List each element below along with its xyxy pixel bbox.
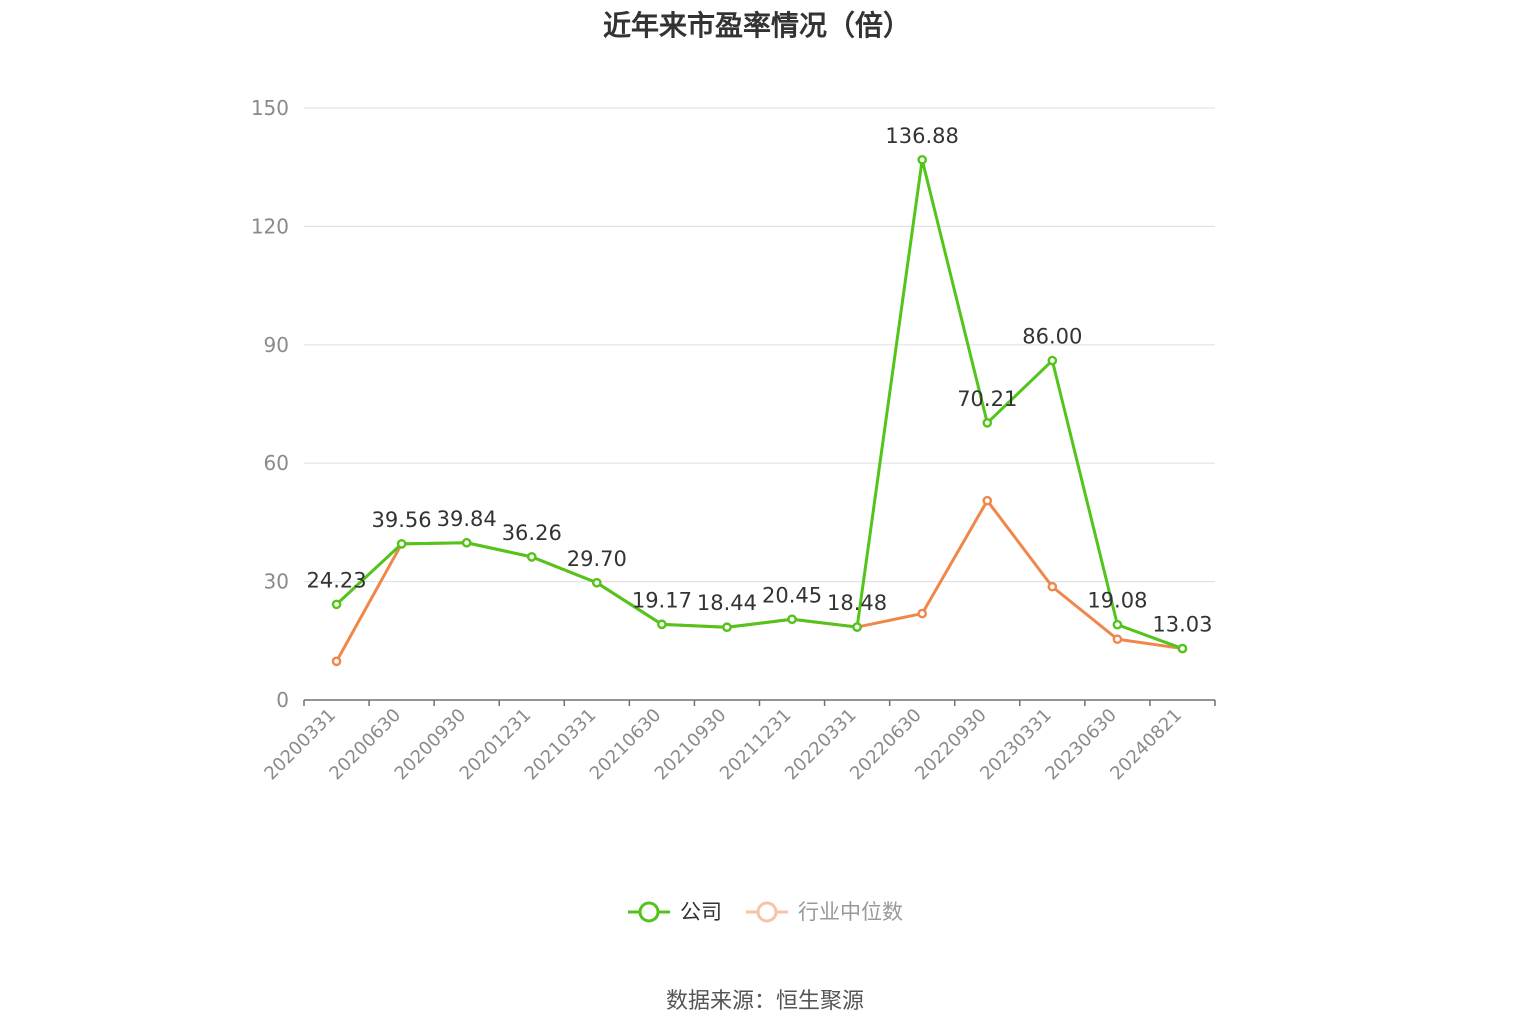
data-label: 70.21	[957, 387, 1017, 411]
legend-label: 行业中位数	[798, 900, 903, 924]
series-point[interactable]	[592, 577, 602, 588]
data-label: 18.48	[827, 591, 887, 615]
series-point[interactable]	[396, 539, 407, 549]
chart-title: 近年来市盈率情况（倍）	[603, 9, 911, 42]
x-axis: 2020033120200630202009302020123120210331…	[260, 699, 1216, 785]
grid-lines	[304, 107, 1215, 583]
y-tick-label: 60	[264, 451, 289, 475]
y-tick-label: 120	[251, 214, 289, 238]
data-label: 36.26	[502, 521, 562, 545]
data-label: 24.23	[306, 568, 366, 592]
series-layer	[331, 154, 1188, 667]
data-label: 136.88	[885, 124, 958, 148]
data-label: 39.56	[372, 508, 432, 532]
data-label: 19.17	[632, 588, 692, 612]
series-point[interactable]	[526, 552, 537, 562]
data-source: 数据来源：恒生聚源	[666, 989, 864, 1014]
series-point[interactable]	[331, 599, 342, 610]
series-point[interactable]	[787, 614, 797, 625]
y-tick-label: 0	[276, 688, 289, 712]
data-label: 18.44	[697, 591, 757, 615]
series-point[interactable]	[1047, 355, 1058, 366]
series-point[interactable]	[1047, 581, 1058, 592]
data-label: 86.00	[1022, 325, 1082, 349]
series-point[interactable]	[982, 495, 993, 506]
series-point[interactable]	[917, 608, 927, 619]
series-point[interactable]	[982, 418, 993, 428]
legend-label: 公司	[680, 900, 722, 924]
series-line-0	[335, 158, 1183, 650]
series-point[interactable]	[331, 656, 342, 667]
data-label: 13.03	[1152, 613, 1212, 637]
series-point[interactable]	[852, 622, 862, 632]
y-tick-label: 30	[264, 570, 289, 594]
data-label: 19.08	[1087, 589, 1147, 613]
y-tick-label: 90	[264, 333, 289, 357]
series-point[interactable]	[917, 154, 927, 165]
y-tick-label: 150	[251, 96, 289, 120]
y-axis: 0 30 60 90 120 150	[251, 96, 289, 712]
series-point[interactable]	[657, 619, 667, 630]
legend-item-0[interactable]: 公司	[628, 900, 722, 924]
series-point[interactable]	[1112, 634, 1123, 645]
x-tick-label: 20240821	[1106, 705, 1186, 785]
series-point[interactable]	[722, 622, 732, 633]
data-label: 29.70	[567, 547, 627, 571]
series-point[interactable]	[1112, 619, 1123, 630]
series-point[interactable]	[461, 537, 472, 548]
legend-item-1[interactable]: 行业中位数	[746, 900, 903, 924]
series-point[interactable]	[1177, 643, 1188, 654]
legend-marker-icon	[756, 901, 778, 923]
data-label: 39.84	[437, 507, 497, 531]
legend-marker-icon	[638, 901, 660, 923]
legend: 公司 行业中位数	[628, 900, 903, 924]
data-label: 20.45	[762, 583, 822, 607]
